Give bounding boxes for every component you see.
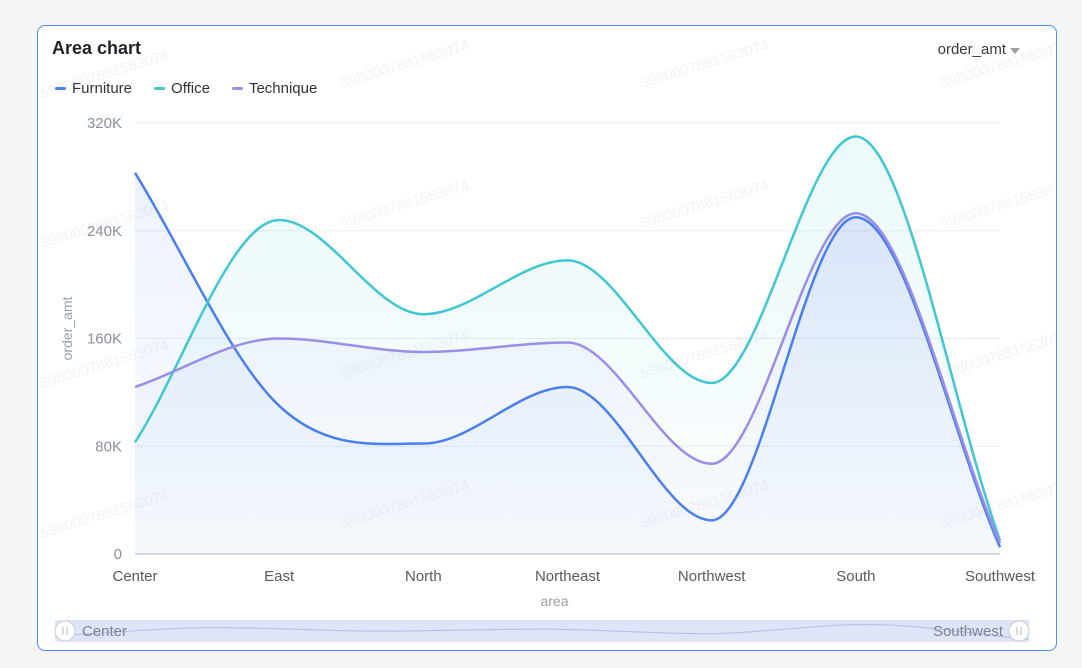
y-tick-label: 240K — [87, 223, 122, 240]
legend-item-office[interactable]: Office — [154, 80, 210, 97]
slider-handle-start[interactable] — [54, 620, 76, 642]
y-tick-label: 160K — [87, 331, 122, 348]
y-tick-label: 320K — [87, 115, 122, 132]
series-area-technique — [135, 213, 1000, 554]
area-chart-plot: 0 80K 160K 240K 320K Center East North Northeast… — [54, 115, 1036, 642]
slider-handle-circle — [54, 620, 76, 642]
x-tick-label: Southwest — [965, 568, 1036, 585]
chart-card: Area chart order_amt Furniture Office Tech… — [37, 25, 1057, 651]
x-tick-label: Northeast — [535, 568, 601, 585]
x-tick-label: South — [836, 568, 875, 585]
slider-handle-circle — [1008, 620, 1030, 642]
slider-end-label: Southwest — [933, 623, 1004, 640]
x-tick-label: North — [405, 568, 442, 585]
y-axis-title: order_amt — [59, 296, 75, 360]
legend-item-technique[interactable]: Technique — [231, 80, 318, 97]
series-line-furniture[interactable] — [133, 172, 1002, 548]
slider-handle-end[interactable] — [1008, 620, 1030, 642]
x-axis-title: area — [540, 593, 568, 609]
x-tick-label: Northwest — [678, 568, 746, 585]
caret-down-icon — [1010, 47, 1020, 54]
metric-selector-value: order_amt — [937, 41, 1006, 58]
slider-selected-range[interactable] — [55, 620, 1029, 642]
x-tick-label: East — [264, 568, 295, 585]
legend: Furniture Office Technique — [55, 80, 317, 97]
legend-label: Office — [171, 80, 210, 97]
legend-item-furniture[interactable]: Furniture — [55, 80, 132, 97]
legend-swatch — [154, 87, 166, 90]
legend-label: Furniture — [72, 80, 133, 97]
series-line-technique[interactable] — [134, 211, 1002, 544]
x-tick-label: Center — [112, 568, 157, 585]
slider-preview-line — [54, 623, 1030, 641]
legend-label: Technique — [248, 80, 318, 97]
metric-selector[interactable]: order_amt — [938, 41, 1020, 58]
series-line-office[interactable] — [133, 135, 1002, 541]
y-tick-label: 0 — [114, 546, 122, 563]
chart-title: Area chart — [52, 38, 142, 58]
y-tick-label: 80K — [95, 438, 122, 455]
slider-start-label: Center — [82, 623, 127, 640]
legend-swatch — [55, 87, 66, 90]
legend-swatch — [231, 87, 243, 90]
